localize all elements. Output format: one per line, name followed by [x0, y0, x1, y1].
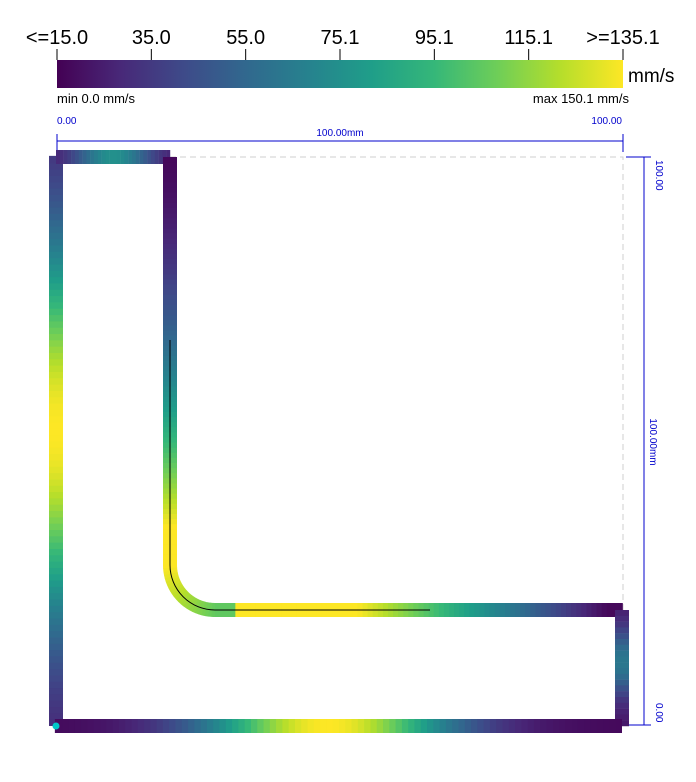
dimension-annotations: 0.00 100.00mm 100.00 100.00 100.00mm 0.0…: [56, 116, 664, 726]
vertical-dimension: [626, 156, 651, 726]
legend-max-label: max 150.1 mm/s: [533, 91, 630, 106]
legend-tick-label: <=15.0: [26, 27, 88, 49]
colorbar: [57, 60, 623, 88]
legend-tick-label: 75.1: [321, 27, 360, 49]
vertical-dim-end: 100.00: [653, 160, 664, 191]
legend-tick-label: >=135.1: [586, 27, 659, 49]
vertical-dim-start: 0.00: [653, 703, 664, 723]
horizontal-dim-end: 100.00: [591, 116, 622, 127]
horizontal-dim-length: 100.00mm: [316, 128, 363, 139]
bounding-box-outline: [170, 156, 624, 611]
legend-unit-label: mm/s: [628, 66, 674, 87]
toolpath-l-shape: [49, 150, 629, 733]
horizontal-dim-start: 0.00: [57, 116, 77, 127]
legend-tick-label: 55.0: [226, 27, 265, 49]
vertical-dim-length: 100.00mm: [647, 418, 658, 465]
speed-legend: <=15.0 35.0 55.0 75.1 95.1 115.1 >=135.1 mm/s …: [26, 27, 675, 106]
legend-tick-label: 115.1: [504, 27, 553, 49]
legend-tick-label: 95.1: [415, 27, 454, 49]
legend-min-label: min 0.0 mm/s: [57, 91, 136, 106]
horizontal-dimension: [56, 134, 624, 152]
toolpath-centerline: [169, 340, 430, 611]
origin-marker: [52, 722, 60, 730]
legend-tick-marks: [56, 49, 624, 60]
legend-tick-labels: <=15.0 35.0 55.0 75.1 95.1 115.1 >=135.1: [26, 27, 660, 49]
legend-tick-label: 35.0: [132, 27, 171, 49]
